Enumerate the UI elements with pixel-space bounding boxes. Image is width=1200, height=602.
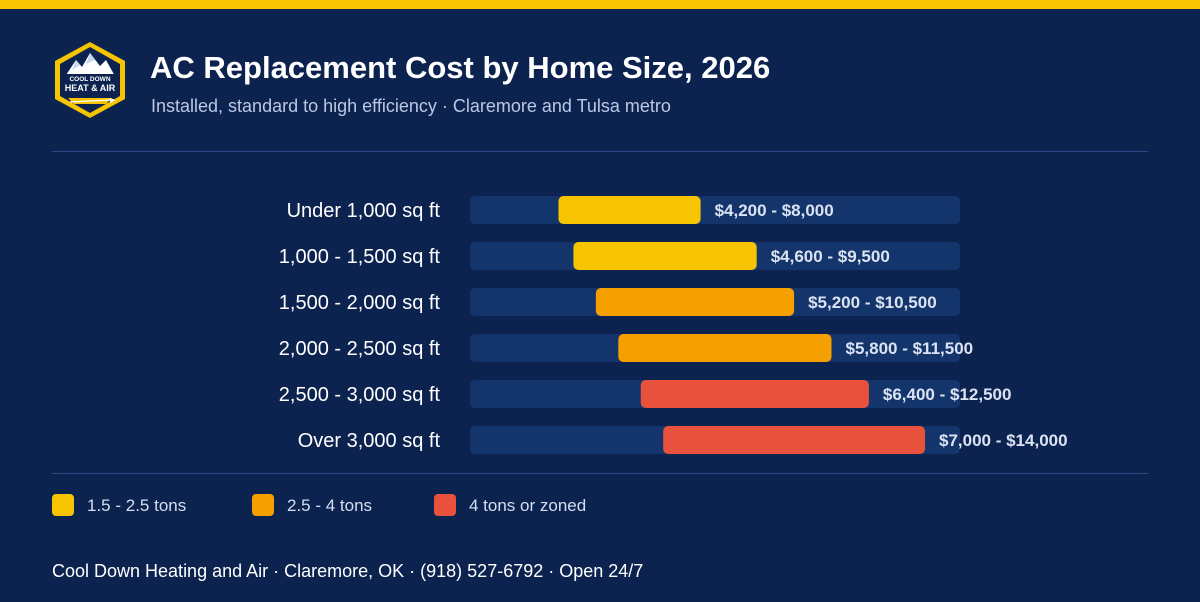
category-label: 2,500 - 3,000 sq ft [279, 384, 441, 406]
range-value-label: $7,000 - $14,000 [939, 431, 1068, 450]
range-value-label: $4,200 - $8,000 [715, 201, 834, 220]
legend-label: 1.5 - 2.5 tons [87, 496, 187, 515]
page-title: AC Replacement Cost by Home Size, 2026 [150, 50, 771, 85]
legend-label: 2.5 - 4 tons [287, 496, 373, 515]
legend-divider [52, 473, 1148, 474]
logo-text-top: COOL DOWN [69, 76, 110, 83]
logo-badge-icon: COOL DOWN HEAT & AIR [55, 42, 125, 118]
range-value-label: $5,200 - $10,500 [808, 293, 937, 312]
range-bar [595, 288, 795, 316]
range-bar [663, 426, 925, 454]
range-bar [558, 196, 701, 224]
cost-range-chart: Under 1,000 sq ft $4,200 - $8,000 1,000 - … [279, 196, 1068, 454]
category-label: 1,000 - 1,500 sq ft [279, 246, 441, 268]
category-label: Under 1,000 sq ft [287, 200, 441, 222]
legend-swatch [434, 494, 456, 516]
legend-label: 4 tons or zoned [469, 496, 587, 515]
range-bar [618, 334, 832, 362]
category-label: 1,500 - 2,000 sq ft [279, 292, 441, 314]
range-bar [573, 242, 757, 270]
legend-swatch [52, 494, 74, 516]
header-divider [52, 151, 1148, 152]
page-subtitle: Installed, standard to high efficiency ·… [151, 96, 671, 116]
category-label: Over 3,000 sq ft [298, 430, 441, 452]
top-accent-bar [0, 0, 1200, 9]
company-logo: COOL DOWN HEAT & AIR [50, 40, 130, 120]
range-value-label: $5,800 - $11,500 [846, 339, 974, 358]
range-value-label: $6,400 - $12,500 [883, 385, 1012, 404]
legend-swatch [252, 494, 274, 516]
logo-text-main: HEAT & AIR [65, 83, 116, 93]
category-label: 2,000 - 2,500 sq ft [279, 338, 441, 360]
range-bar [640, 380, 869, 408]
footer-contact: Cool Down Heating and Air · Claremore, O… [52, 561, 644, 581]
range-value-label: $4,600 - $9,500 [771, 247, 890, 266]
